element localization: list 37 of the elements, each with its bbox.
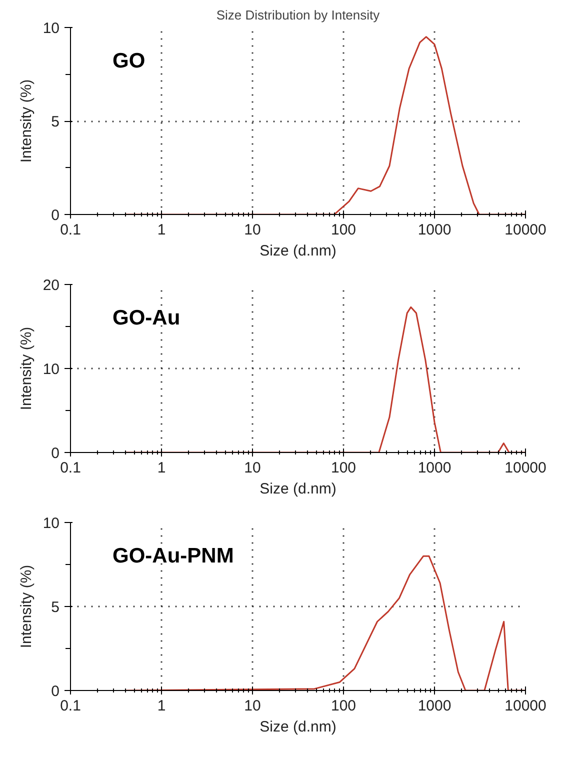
x-tick-label: 1 bbox=[157, 222, 166, 238]
annotation: GO bbox=[112, 50, 146, 72]
x-tick-label: 100 bbox=[330, 460, 356, 476]
x-tick-label: 0.1 bbox=[60, 460, 81, 476]
y-tick-label: 10 bbox=[42, 515, 60, 532]
y-axis-title: Intensity (%) bbox=[18, 79, 35, 163]
x-axis-title: Size (d.nm) bbox=[260, 718, 336, 736]
x-axis-title: Size (d.nm) bbox=[260, 242, 336, 260]
x-tick-label: 1000 bbox=[418, 222, 452, 238]
y-tick-label: 0 bbox=[51, 207, 60, 224]
x-tick-label: 100 bbox=[330, 222, 356, 238]
x-tick-label: 1000 bbox=[418, 698, 452, 714]
x-tick-label: 10 bbox=[244, 460, 261, 476]
annotation: GO-Au bbox=[112, 306, 180, 330]
y-tick-label: 0 bbox=[51, 683, 60, 700]
x-tick-label: 1000 bbox=[418, 460, 452, 476]
x-tick-label: 10 bbox=[244, 222, 261, 238]
x-tick-label: 0.1 bbox=[60, 698, 81, 714]
y-tick-label: 5 bbox=[51, 114, 60, 130]
x-tick-label: 10000 bbox=[504, 460, 546, 476]
y-tick-label: 10 bbox=[42, 20, 60, 37]
x-tick-label: 10000 bbox=[504, 698, 546, 714]
x-tick-label: 10 bbox=[244, 698, 261, 714]
y-axis-title: Intensity (%) bbox=[18, 326, 35, 410]
x-tick-label: 100 bbox=[330, 698, 356, 714]
y-axis-title: Intensity (%) bbox=[18, 564, 35, 648]
x-tick-label: 1 bbox=[157, 460, 166, 476]
y-tick-label: 5 bbox=[51, 599, 60, 616]
annotation: GO-Au-PNM bbox=[112, 544, 234, 568]
x-axis-title: Size (d.nm) bbox=[260, 480, 336, 498]
x-tick-label: 1 bbox=[157, 698, 166, 714]
x-tick-label: 0.1 bbox=[60, 222, 81, 238]
chart-title: Size Distribution by Intensity bbox=[216, 8, 380, 22]
x-tick-label: 10000 bbox=[504, 222, 546, 238]
y-tick-label: 0 bbox=[51, 445, 60, 462]
y-tick-label: 10 bbox=[42, 361, 60, 378]
y-tick-label: 20 bbox=[42, 277, 60, 294]
